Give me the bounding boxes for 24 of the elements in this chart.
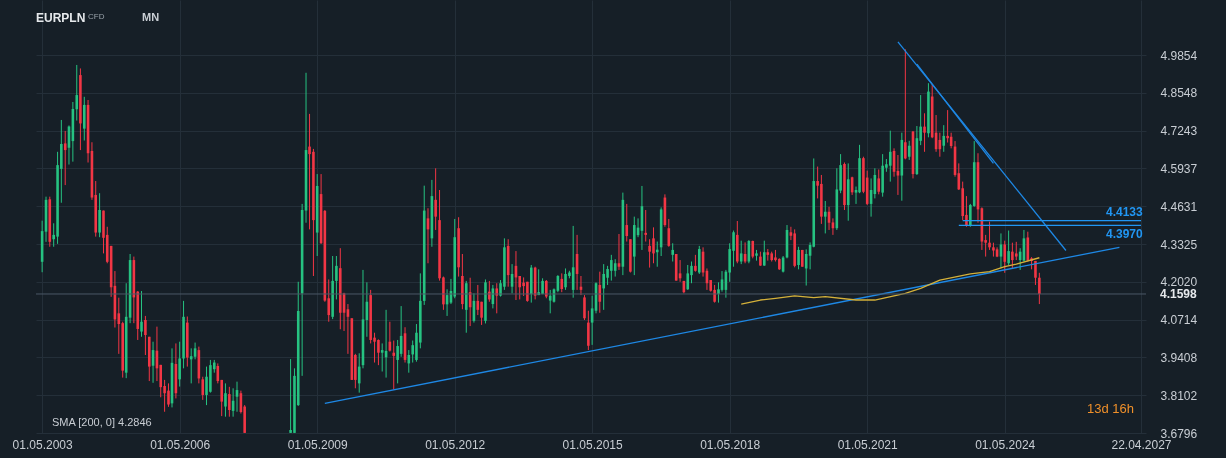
x-tick-label: 01.05.2009 xyxy=(287,437,349,452)
annotation: MN xyxy=(142,11,160,23)
y-tick-label: 4.7243 xyxy=(1160,124,1198,139)
x-tick-label: 01.05.2021 xyxy=(837,437,899,452)
annotation: SMA [200, 0] 4.2846 xyxy=(52,416,152,428)
x-tick-label: 01.05.2018 xyxy=(700,437,761,452)
annotation: 4.4133 xyxy=(1106,204,1144,219)
x-tick-label: 01.05.2006 xyxy=(150,437,211,452)
x-tick-label: 01.05.2012 xyxy=(425,437,486,452)
annotation: 13d 16h xyxy=(1087,401,1134,416)
text: EURPLN xyxy=(36,11,86,25)
y-tick-label: 4.5937 xyxy=(1160,161,1198,176)
x-tick-label: 01.05.2015 xyxy=(562,437,623,452)
y-tick-label: 4.8548 xyxy=(1160,86,1198,101)
y-tick-label: 4.0714 xyxy=(1160,313,1198,328)
y-tick-label: 4.3325 xyxy=(1160,237,1198,252)
y-tick-label: 4.9854 xyxy=(1160,48,1198,63)
x-tick-label: 01.05.2003 xyxy=(12,437,73,452)
x-tick-label: 01.05.2024 xyxy=(975,437,1036,452)
annotation: 4.3970 xyxy=(1106,227,1144,242)
y-tick-label: 3.8102 xyxy=(1160,388,1198,403)
y-tick-label: 4.4631 xyxy=(1160,199,1198,214)
y-tick-label: 3.9408 xyxy=(1160,350,1198,365)
text: CFD xyxy=(88,12,105,21)
